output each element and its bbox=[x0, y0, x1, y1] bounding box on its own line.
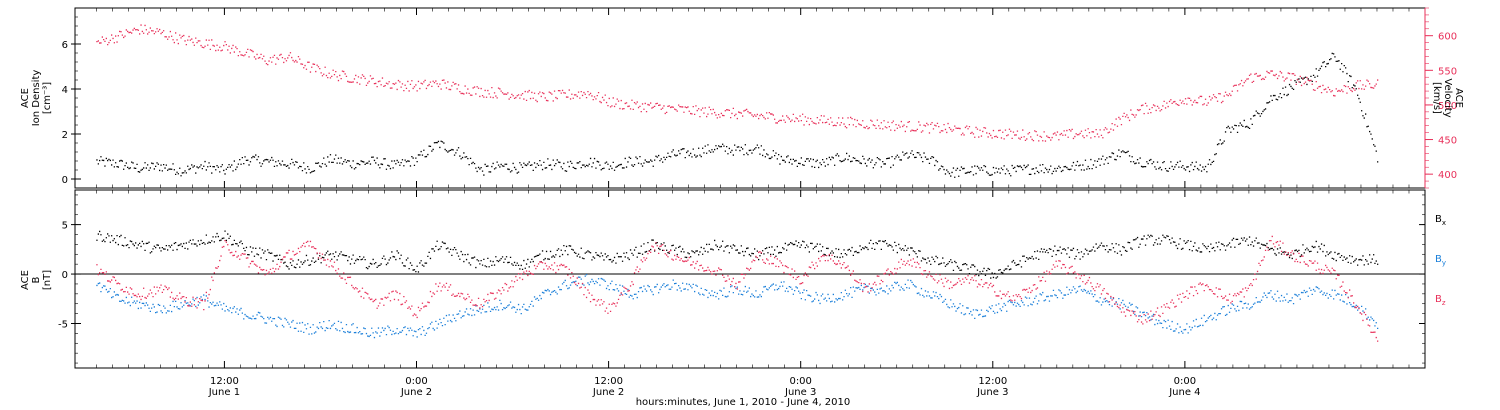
density-axis-label-line: [cm⁻³] bbox=[42, 82, 53, 114]
velocity-tick-label: 400 bbox=[1438, 170, 1457, 181]
legend-bz: Bz bbox=[1435, 294, 1446, 307]
density-axis-label-line: ACE bbox=[20, 88, 31, 108]
velocity-axis-label-line: [km/s] bbox=[1431, 82, 1442, 114]
legend-subscript: x bbox=[1442, 219, 1446, 227]
legend-subscript: z bbox=[1442, 299, 1446, 307]
density-axis-label: ACEIon Density[cm⁻³] bbox=[20, 70, 53, 127]
field-tick-label: -5 bbox=[58, 320, 68, 331]
time-tick-date: June 2 bbox=[400, 387, 432, 398]
field-bx-points bbox=[96, 230, 1379, 279]
time-tick-label: 0:00 bbox=[405, 376, 427, 387]
legend-label: B bbox=[1435, 214, 1442, 225]
time-tick-label: 0:00 bbox=[789, 376, 811, 387]
legend-label: B bbox=[1435, 254, 1442, 265]
density-tick-label: 6 bbox=[62, 40, 68, 51]
field-axis-label-line: [nT] bbox=[42, 270, 53, 290]
x-axis-label: hours:minutes, June 1, 2010 - June 4, 20… bbox=[636, 397, 851, 408]
time-tick-label: 12:00 bbox=[210, 376, 239, 387]
field-by-points bbox=[96, 274, 1379, 339]
time-tick-date: June 3 bbox=[784, 387, 816, 398]
time-tick-label: 12:00 bbox=[978, 376, 1007, 387]
field-bz-points bbox=[96, 235, 1379, 342]
density-tick-label: 4 bbox=[62, 85, 68, 96]
time-tick-label: 0:00 bbox=[1174, 376, 1196, 387]
field-frame bbox=[74, 189, 1426, 369]
density-tick-label: 0 bbox=[62, 175, 68, 186]
field-axis-label: ACEB[nT] bbox=[20, 270, 53, 290]
legend-label: B bbox=[1435, 294, 1442, 305]
field-axis-label-line: B bbox=[31, 276, 42, 283]
time-tick-date: June 2 bbox=[592, 387, 624, 398]
velocity-axis-label-line: ACE bbox=[1453, 88, 1464, 108]
field-tick-label: 0 bbox=[62, 270, 68, 281]
time-tick-date: June 4 bbox=[1168, 387, 1200, 398]
field-axis-label-line: ACE bbox=[20, 270, 31, 290]
time-tick-date: June 3 bbox=[976, 387, 1008, 398]
velocity-tick-label: 500 bbox=[1438, 101, 1457, 112]
density-tick-label: 2 bbox=[62, 130, 68, 141]
time-tick-label: 12:00 bbox=[594, 376, 623, 387]
velocity-tick-label: 550 bbox=[1438, 66, 1457, 77]
ion-density-points bbox=[96, 52, 1379, 178]
legend-subscript: y bbox=[1442, 259, 1446, 267]
velocity-tick-label: 450 bbox=[1438, 136, 1457, 147]
plasma-frame bbox=[74, 7, 1426, 189]
velocity-points bbox=[96, 24, 1379, 142]
velocity-tick-label: 600 bbox=[1438, 32, 1457, 43]
velocity-axis-label: ACEVelocity[km/s] bbox=[1431, 78, 1464, 117]
velocity-axis-label-line: Velocity bbox=[1442, 78, 1453, 117]
density-axis-label-line: Ion Density bbox=[31, 70, 42, 127]
legend-by: By bbox=[1435, 254, 1446, 267]
field-tick-label: 5 bbox=[62, 221, 68, 232]
legend-bx: Bx bbox=[1435, 214, 1446, 227]
time-tick-date: June 1 bbox=[208, 387, 240, 398]
